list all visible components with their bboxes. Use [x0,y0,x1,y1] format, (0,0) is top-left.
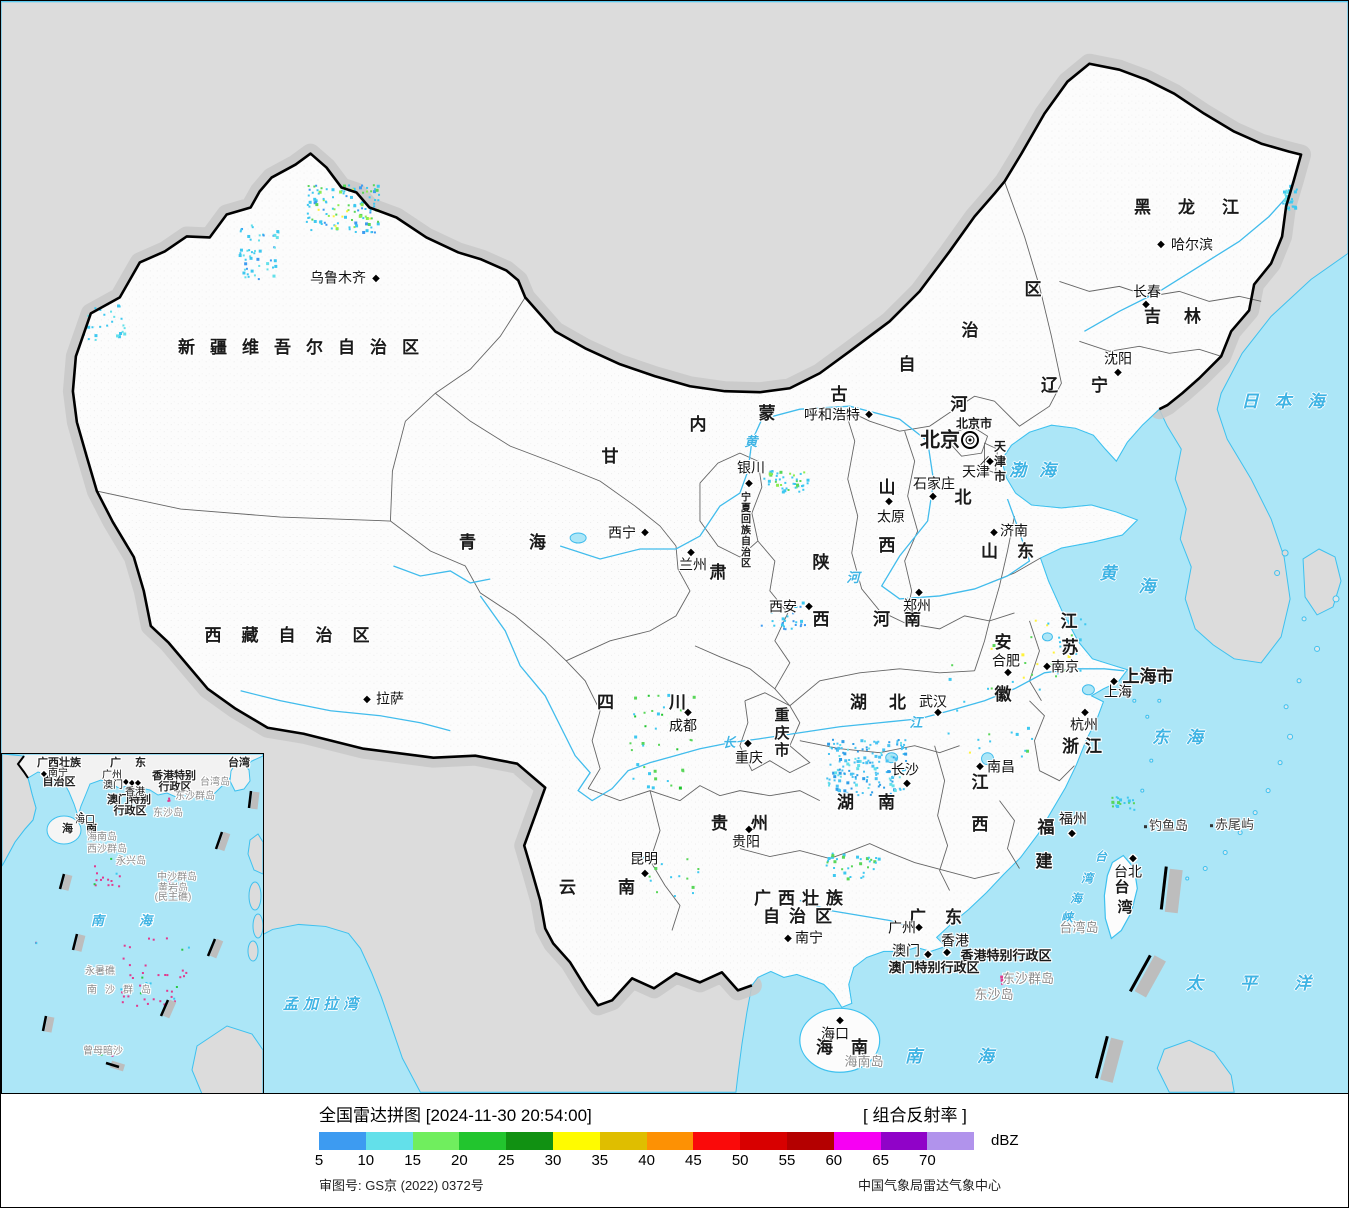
dbz-scale-ticks: 5 10 15 20 25 30 35 40 45 50 55 60 65 70 [315,1152,1019,1169]
legend-color-cell [646,1132,694,1150]
inset-island-symbols [35,797,190,1057]
legend-color-cell [833,1132,881,1150]
inset-borneo [191,1025,263,1093]
product-label: [ 组合反射率 ] [863,1106,967,1125]
small-island [1274,569,1281,576]
inset-taiwan [229,762,251,792]
inset-map-svg [2,754,263,1093]
legend-color-cell [365,1132,413,1150]
legend-tick: 30 [544,1152,562,1169]
legend-tick: 60 [825,1152,843,1169]
tianjin-leader-line [977,455,989,469]
legend-color-cell [319,1132,366,1150]
nine-dash-line-layer [1094,866,1183,1083]
map-title: 全国雷达拼图 [2024-11-30 20:54:00] [319,1106,592,1125]
legend-tick: 5 [314,1152,324,1169]
luzon-island [1156,1039,1235,1093]
inset-philippines-3 [252,913,263,939]
legend-color-cell [552,1132,600,1150]
legend-color-cell [412,1132,460,1150]
legend-color-cell [599,1132,647,1150]
inset-philippines-2 [248,881,262,911]
legend-color-cell [740,1132,787,1150]
legend-tick: 20 [451,1152,468,1169]
kyushu-island [1302,548,1342,616]
dbz-color-scale [319,1132,975,1150]
legend-area: 全国雷达拼图 [2024-11-30 20:54:00] [ 组合反射率 ] d… [1,1094,1348,1207]
legend-tick: 45 [685,1152,702,1169]
hainan-island [799,1007,881,1073]
legend-tick: 40 [638,1152,655,1169]
legend-color-cell [927,1132,975,1150]
inset-vietnam-border [16,755,29,779]
south-china-sea-inset-map: 广西壮族 自治区 广东 台湾 香港特别 行政区 澳门特别 行政区 海南 台湾岛 东沙群岛 东沙岛 海南岛… [1,753,264,1093]
legend-tick: 25 [497,1152,515,1169]
rivers [240,196,1288,930]
legend-tick: 35 [591,1152,609,1169]
legend-color-cell [693,1132,741,1150]
legend-tick: 10 [357,1152,375,1169]
inset-hainan [46,815,82,845]
legend-tick: 15 [404,1152,421,1169]
base-map-svg [1,1,1348,1093]
inset-dash-line-layer [41,790,260,1072]
legend-color-cell [506,1132,553,1150]
small-island [1281,549,1289,557]
legend-tick: 70 [919,1152,936,1169]
legend-tick: 55 [778,1152,796,1169]
china-radar-map: 新疆维吾尔自治区 西藏自治区 青海甘肃内蒙古自治区黑龙江 吉林 辽宁河北山西山东 河南陕西… [1,1,1348,1094]
legend-color-cell [786,1132,834,1150]
taiwan-island [1103,854,1138,940]
inset-philippines [247,833,263,875]
dbz-unit-label: dBZ [991,1132,1019,1149]
legend-color-cell [880,1132,928,1150]
inset-philippines-4 [247,940,259,962]
china-national-border [71,62,1303,1007]
lakes [569,532,1095,766]
legend-tick: 50 [731,1152,749,1169]
issuing-center-label: 中国气象局雷达气象中心 [857,1178,1001,1193]
legend-color-cell [459,1132,507,1150]
legend-tick: 65 [872,1152,889,1169]
map-review-number: 审图号: GS京 (2022) 0372号 [319,1178,484,1193]
